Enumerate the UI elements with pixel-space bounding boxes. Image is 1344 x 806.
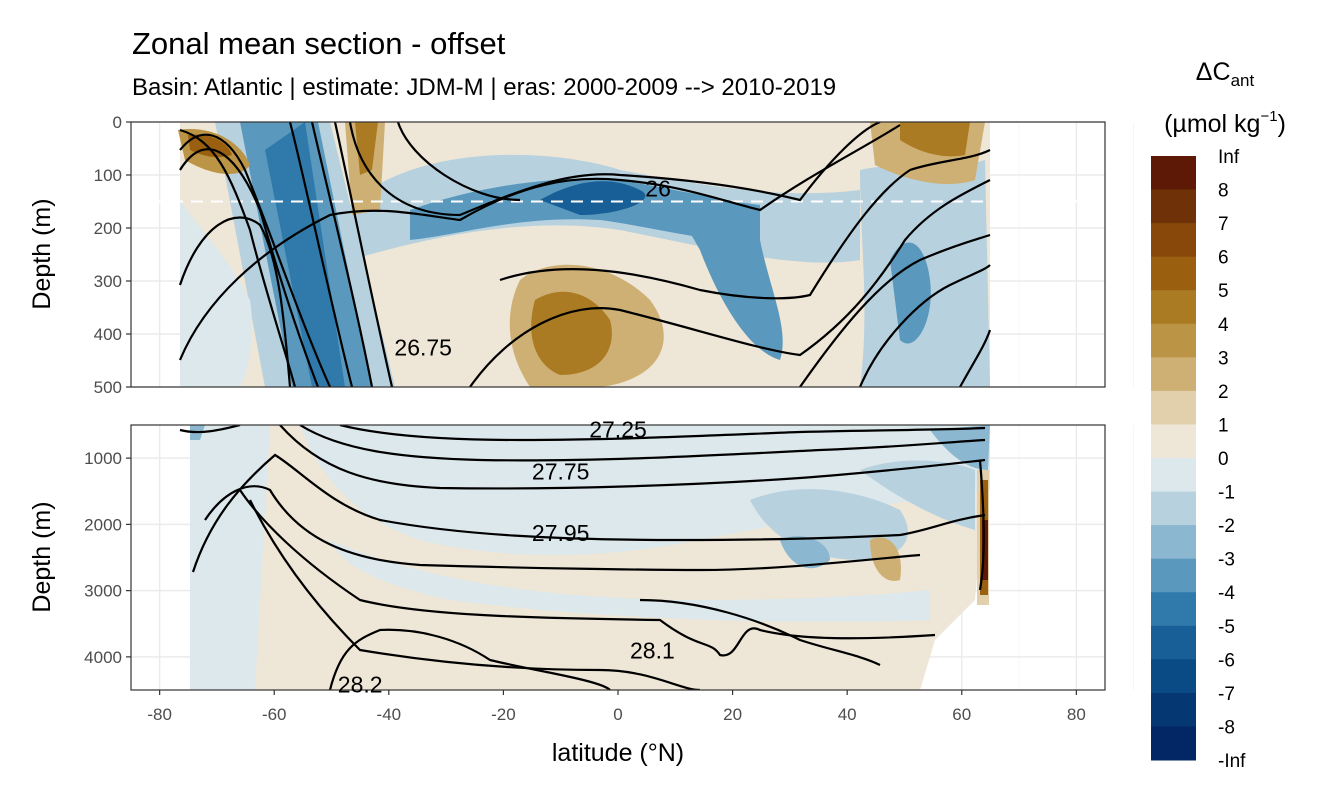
legend-label: -6	[1218, 650, 1235, 671]
upper-y-axis: 0 100 200 300 400 500	[94, 113, 131, 397]
isopycnal-label: 27.75	[532, 458, 590, 484]
x-tick-label: 80	[1067, 705, 1086, 724]
y-axis-title-upper: Depth (m)	[28, 198, 56, 309]
legend-color-bin	[1151, 189, 1196, 224]
lower-isopycnal-labels: 27.25 27.75 27.95 28.1 28.2	[338, 417, 675, 698]
legend-label: 8	[1218, 181, 1229, 202]
legend-label: -2	[1218, 516, 1235, 537]
legend-label: -7	[1218, 684, 1235, 705]
x-axis-title: latitude (°N)	[552, 739, 684, 767]
x-tick-label: 40	[838, 705, 857, 724]
legend-color-bin	[1151, 458, 1196, 493]
legend-color-bin	[1151, 156, 1196, 191]
legend-label: 3	[1218, 348, 1229, 369]
lower-delta-cant-field	[179, 425, 990, 690]
legend-color-bin	[1151, 692, 1196, 727]
upper-panel: 26 26.75 0 100 200 300 400 500	[94, 113, 1135, 397]
legend-label: Inf	[1218, 147, 1240, 168]
upper-isopycnal-contours	[178, 122, 992, 387]
upper-y-tick-label: 100	[94, 166, 122, 185]
legend-label: -Inf	[1218, 751, 1246, 772]
legend-label: 4	[1218, 315, 1229, 336]
legend-label: -1	[1218, 483, 1235, 504]
isopycnal-label: 27.95	[532, 520, 590, 546]
legend-color-bin	[1151, 592, 1196, 627]
lower-y-tick-label: 1000	[84, 449, 122, 468]
legend-color-bin	[1151, 625, 1196, 660]
legend-color-bin	[1151, 323, 1196, 358]
legend-color-bin	[1151, 659, 1196, 694]
legend-color-bin	[1151, 726, 1196, 761]
x-tick-label: 0	[613, 705, 622, 724]
upper-isopycnal-labels: 26 26.75	[394, 175, 670, 360]
legend-label: 6	[1218, 248, 1229, 269]
lower-y-tick-label: 4000	[84, 648, 122, 667]
x-tick-label: 20	[723, 705, 742, 724]
legend-color-bin	[1151, 223, 1196, 258]
legend-color-bins	[1151, 156, 1196, 761]
legend-label: 2	[1218, 382, 1229, 403]
upper-panel-border	[130, 121, 1106, 388]
upper-delta-cant-field	[131, 122, 1105, 387]
isopycnal-label: 28.1	[630, 637, 675, 663]
legend-color-bin	[1151, 424, 1196, 459]
lower-panel: 27.25 27.75 27.95 28.1 28.2 1000 2000 3000 4000	[84, 417, 1135, 698]
lower-y-tick-label: 3000	[84, 582, 122, 601]
legend-label: 7	[1218, 214, 1229, 235]
x-axis: -80 -60 -40 -20 0 20 40 60 80	[147, 690, 1086, 724]
chart-subtitle: Basin: Atlantic | estimate: JDM-M | eras…	[132, 74, 837, 101]
y-axis-title-lower: Depth (m)	[28, 501, 56, 612]
upper-y-tick-label: 200	[94, 219, 122, 238]
x-tick-label: -20	[491, 705, 516, 724]
isopycnal-label: 26	[645, 175, 671, 201]
legend-label: -3	[1218, 550, 1235, 571]
upper-y-tick-label: 0	[113, 113, 122, 132]
legend-color-bin	[1151, 525, 1196, 560]
legend-unit: (µmol kg−1)	[1164, 108, 1286, 138]
isopycnal-label: 28.2	[338, 672, 383, 698]
x-tick-label: -80	[147, 705, 172, 724]
legend-color-bin	[1151, 390, 1196, 425]
legend-label: 5	[1218, 281, 1229, 302]
colorbar-legend: ΔCant (µmol kg−1) Inf 8 7 6 5 4 3 2 1 0 -1 -2 -3 -4 -5…	[1151, 58, 1286, 772]
legend-title: ΔCant	[1196, 58, 1255, 90]
lower-y-tick-label: 2000	[84, 515, 122, 534]
legend-color-bin	[1151, 558, 1196, 593]
legend-color-bin	[1151, 491, 1196, 526]
legend-label: -8	[1218, 717, 1235, 738]
lower-isopycnal-contours	[179, 425, 986, 690]
legend-color-bin	[1151, 256, 1196, 291]
legend-label: -5	[1218, 617, 1235, 638]
upper-y-tick-label: 500	[94, 378, 122, 397]
legend-labels: Inf 8 7 6 5 4 3 2 1 0 -1 -2 -3 -4 -5 -6 -7 -8 -Inf	[1218, 147, 1246, 772]
isopycnal-label: 26.75	[394, 334, 452, 360]
upper-y-tick-label: 400	[94, 325, 122, 344]
chart-title: Zonal mean section - offset	[132, 26, 506, 61]
x-tick-label: 60	[952, 705, 971, 724]
upper-y-tick-label: 300	[94, 272, 122, 291]
x-tick-label: -60	[262, 705, 287, 724]
legend-color-bin	[1151, 357, 1196, 392]
legend-color-bin	[1151, 290, 1196, 325]
lower-y-axis: 1000 2000 3000 4000	[84, 449, 131, 667]
x-tick-label: -40	[377, 705, 402, 724]
legend-label: -4	[1218, 583, 1235, 604]
legend-label: 1	[1218, 415, 1229, 436]
legend-label: 0	[1218, 449, 1229, 470]
isopycnal-label: 27.25	[589, 417, 647, 443]
